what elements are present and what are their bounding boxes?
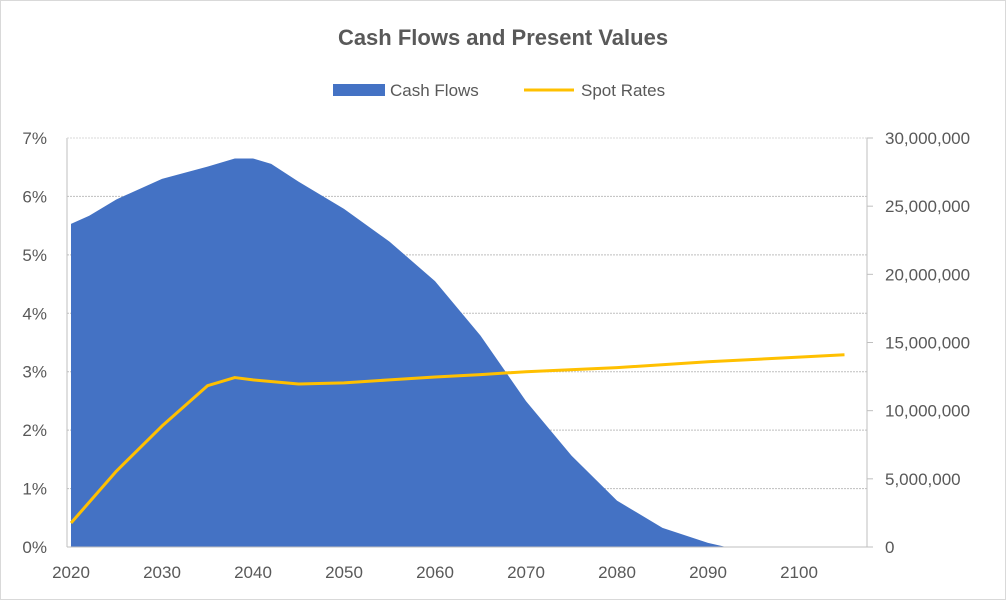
x-tick-label: 2040 <box>234 563 272 582</box>
x-tick-label: 2070 <box>507 563 545 582</box>
legend-label-spot-rates: Spot Rates <box>581 81 665 100</box>
y-left-tick-label: 2% <box>22 421 47 440</box>
y-right-tick-label: 5,000,000 <box>885 470 961 489</box>
y-left-tick-label: 7% <box>22 129 47 148</box>
y-left-tick-label: 1% <box>22 480 47 499</box>
y-right-tick-label: 25,000,000 <box>885 197 970 216</box>
y-right-tick-label: 0 <box>885 538 894 557</box>
chart-title: Cash Flows and Present Values <box>337 25 669 50</box>
y-left-tick-label: 6% <box>22 187 47 206</box>
x-tick-label: 2090 <box>689 563 727 582</box>
y-right-tick-label: 10,000,000 <box>885 402 970 421</box>
x-tick-label: 2050 <box>325 563 363 582</box>
legend-swatch-cash-flows <box>333 84 385 96</box>
y-right-tick-label: 30,000,000 <box>885 129 970 148</box>
x-tick-label: 2100 <box>780 563 818 582</box>
y-left-tick-label: 0% <box>22 538 47 557</box>
y-right-tick-label: 20,000,000 <box>885 265 970 284</box>
x-tick-label: 2030 <box>143 563 181 582</box>
y-left-tick-label: 3% <box>22 363 47 382</box>
legend-label-cash-flows: Cash Flows <box>390 81 479 100</box>
y-right-tick-label: 15,000,000 <box>885 334 970 353</box>
x-tick-label: 2060 <box>416 563 454 582</box>
y-left-tick-label: 4% <box>22 304 47 323</box>
y-left-tick-label: 5% <box>22 246 47 265</box>
x-tick-label: 2080 <box>598 563 636 582</box>
x-tick-label: 2020 <box>52 563 90 582</box>
cash-flows-area <box>71 158 727 547</box>
spot-rates-line <box>69 353 845 525</box>
